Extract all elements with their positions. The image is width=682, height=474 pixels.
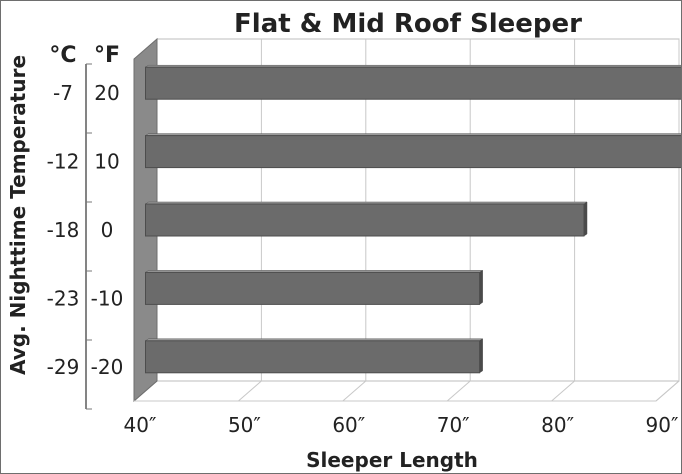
bar [144, 201, 588, 237]
y-axis-label: Avg. Nighttime Temperature [6, 55, 30, 375]
bar [144, 133, 681, 169]
y-axis: -7 20 -12 10 -18 0 -23 -10 -29 -20 [47, 63, 124, 410]
y-tick-label-celsius: -7 [53, 81, 73, 105]
x-axis: 40″ 50″ 60″ 70″ 80″ 90″ [124, 413, 679, 437]
x-axis-label: Sleeper Length [306, 448, 478, 472]
bar-front-face [145, 135, 681, 169]
plot-floor [134, 380, 680, 402]
bar-front-face [145, 66, 681, 100]
bar-front-face [145, 203, 585, 237]
y-tick-label-fahrenheit: -10 [91, 286, 124, 310]
gridline-floor [446, 380, 471, 402]
bar [144, 64, 681, 100]
celsius-header: °C [49, 43, 76, 68]
y-tick-label-fahrenheit: 20 [94, 81, 119, 105]
y-tick-label-celsius: -23 [47, 286, 80, 310]
bar [144, 338, 484, 374]
gridline-floor [551, 380, 575, 402]
y-tick-label-celsius: -29 [47, 355, 80, 379]
y-tick-label-fahrenheit: 10 [94, 150, 119, 174]
fahrenheit-header: °F [94, 43, 120, 68]
x-tick-label: 80″ [541, 413, 574, 437]
bar-front-face [145, 340, 481, 374]
bar-front-face [145, 271, 481, 305]
x-tick-label: 40″ [124, 413, 157, 437]
y-tick-label-fahrenheit: 0 [101, 218, 114, 242]
bars [144, 64, 681, 374]
x-tick-label: 50″ [228, 413, 261, 437]
y-tick-label-celsius: -12 [47, 150, 80, 174]
y-tick-label-celsius: -18 [47, 218, 80, 242]
plot-floor-edge [134, 380, 680, 402]
x-tick-label: 70″ [437, 413, 470, 437]
y-tick-label-fahrenheit: -20 [91, 355, 124, 379]
chart-title: Flat & Mid Roof Sleeper [234, 9, 582, 39]
x-tick-label: 90″ [646, 413, 679, 437]
x-tick-label: 60″ [332, 413, 365, 437]
gridline-floor [238, 380, 262, 402]
bar [144, 269, 484, 305]
gridline-floor [342, 380, 367, 402]
